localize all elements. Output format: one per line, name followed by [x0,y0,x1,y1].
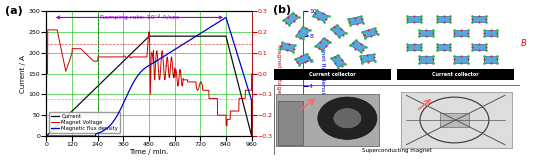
Polygon shape [472,44,486,51]
Polygon shape [484,30,497,36]
Circle shape [318,97,377,139]
Polygon shape [455,30,468,36]
Polygon shape [437,16,450,22]
Polygon shape [437,44,450,51]
Polygon shape [419,56,433,63]
Y-axis label: Magnet flux density / B: Magnet flux density / B [319,37,325,110]
Polygon shape [362,28,378,38]
Y-axis label: Current / A: Current / A [20,55,26,92]
FancyBboxPatch shape [274,69,391,80]
Polygon shape [408,44,421,51]
Text: Superconducting magnet: Superconducting magnet [362,148,432,153]
Text: (b): (b) [274,5,292,15]
Polygon shape [295,54,311,65]
Circle shape [334,108,361,128]
Polygon shape [330,25,346,37]
Text: (a): (a) [5,6,23,16]
FancyBboxPatch shape [276,94,380,146]
Legend: Current, Magnet Voltage, Magnetic flux density: Current, Magnet Voltage, Magnetic flux d… [49,112,120,133]
FancyBboxPatch shape [440,113,469,127]
Text: Current collector: Current collector [309,72,356,77]
Polygon shape [283,13,299,25]
Polygon shape [331,55,345,68]
FancyBboxPatch shape [401,92,512,148]
Polygon shape [296,27,310,39]
Text: $B$: $B$ [520,37,527,48]
Polygon shape [360,54,375,63]
Polygon shape [484,56,497,63]
Polygon shape [408,16,421,22]
Polygon shape [280,42,295,52]
Polygon shape [315,38,330,51]
FancyBboxPatch shape [397,69,514,80]
Polygon shape [350,40,366,52]
Polygon shape [472,16,486,22]
Polygon shape [312,10,329,22]
FancyBboxPatch shape [278,101,303,145]
Polygon shape [348,16,363,25]
Y-axis label: Magnet voltage / V: Magnet voltage / V [276,44,281,103]
Polygon shape [455,56,468,63]
Text: Ramping rate: 10⁻² A/sec: Ramping rate: 10⁻² A/sec [100,14,179,20]
Text: Current collector: Current collector [432,72,479,77]
Polygon shape [419,30,433,36]
X-axis label: Time / min.: Time / min. [130,149,168,155]
